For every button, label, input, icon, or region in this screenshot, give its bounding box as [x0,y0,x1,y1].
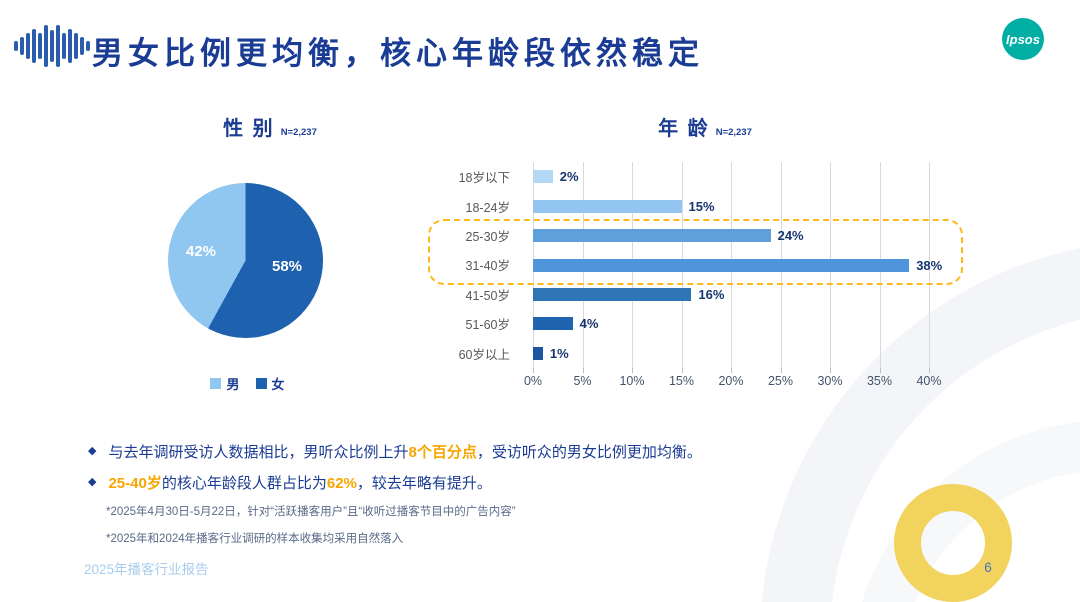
bar [533,317,573,331]
bar [533,258,910,272]
slide-title: 男女比例更均衡，核心年龄段依然稳定 [92,36,704,71]
legend-item-male: 男 [210,374,240,393]
legend-swatch-male [210,378,222,389]
report-name: 2025年播客行业报告 [84,562,209,577]
legend-label-male: 男 [226,377,240,392]
axis-tick-label: 35% [866,374,893,388]
core-age-highlight-box [428,219,963,285]
diamond-bullet-icon: ◆ [88,445,97,457]
bullet-2-post: ，较去年略有提升。 [356,475,492,492]
bar-row: 38% [533,258,942,273]
bar-value-label: 16% [698,286,725,302]
gender-section-header: 性 别 N=2,237 [150,112,390,141]
age-bar-plot: 0% 5% 10% 15% 20% 25% 30% 35% 40% 2% 15% 24% 38% 16% 4… [524,162,942,388]
audio-waveform-icon [14,24,90,68]
bullet-2-mid: 的核心年龄段人群占比为 [161,475,327,492]
bar-value-label: 2% [559,169,579,185]
bar-value-label: 24% [777,228,804,244]
category-label: 51-60岁 [465,318,510,333]
bullet-1-post: ，受访听众的男女比例更加均衡。 [476,444,702,461]
age-category-labels: 18岁以下 18-24岁 25-30岁 31-40岁 41-50岁 51-60岁 60岁以上 [368,162,510,368]
bar-row: 15% [533,198,929,214]
bullet-2-highlight-2: 62% [326,475,357,492]
bullet-2-text: 25-40岁的核心年龄段人群占比为62%，较去年略有提升。 [108,472,491,493]
bullet-1: ◆ 与去年调研受访人数据相比，男听众比例上升8个百分点，受访听众的男女比例更加均… [88,441,702,462]
axis-tick [830,368,831,373]
bar-row: 16% [533,286,929,302]
axis-tick-label: 30% [817,374,843,388]
diamond-bullet-icon: ◆ [88,476,97,488]
ipsos-logo: Ipsos [1002,18,1044,60]
page-number: 6 [984,560,992,575]
category-label: 31-40岁 [465,259,510,274]
footnote-1: *2025年4月30日-5月22日，针对“活跃播客用户”且“收听过播客节目中的广… [106,506,516,518]
bar-value-label: 38% [916,257,943,273]
gender-sample-size: N=2,237 [280,127,317,138]
axis-tick [632,368,633,373]
axis-tick-label: 10% [619,374,645,388]
legend-label-female: 女 [271,377,285,392]
bar-value-label: 1% [549,345,569,361]
bar [533,170,553,184]
age-sample-size: N=2,237 [715,127,752,138]
axis-tick [731,368,732,373]
legend-swatch-female [255,378,267,389]
axis-tick [533,368,534,373]
gender-pie [168,183,323,338]
bar [533,287,692,301]
gender-legend: 男 女 [160,374,335,393]
axis-tick-label: 0% [523,374,543,388]
axis-tick-label: 5% [573,374,592,388]
ipsos-logo-text: Ipsos [1006,31,1040,47]
decorative-yellow-ring [894,484,1012,602]
axis-tick [681,368,683,373]
category-label: 25-30岁 [465,230,510,245]
pie-label-female: 58% [272,258,303,275]
axis-tick-label: 40% [916,374,942,388]
bar [533,229,771,243]
age-section-header: 年 龄 N=2,237 [585,112,825,141]
bar-value-label: 4% [579,316,599,332]
bullet-1-highlight: 8个百分点 [408,444,477,461]
bullet-2-highlight-1: 25-40岁 [108,475,162,492]
axis-tick [582,368,584,373]
bullet-1-text: 与去年调研受访人数据相比，男听众比例上升8个百分点，受访听众的男女比例更加均衡。 [108,441,701,462]
axis-tick [780,368,782,373]
axis-tick [879,368,881,373]
bar-row: 1% [533,345,929,361]
bullet-2: ◆ 25-40岁的核心年龄段人群占比为62%，较去年略有提升。 [88,472,492,493]
category-label: 41-50岁 [465,288,510,303]
age-title: 年 龄 [658,118,710,140]
axis-tick-label: 20% [718,374,744,388]
bar-row: 24% [533,228,929,244]
bar-value-label: 15% [688,198,715,214]
bar [533,199,682,213]
category-label: 60岁以上 [458,347,510,362]
pie-label-male: 42% [186,243,217,260]
gridline [929,162,930,368]
bar-row: 4% [533,316,929,332]
axis-tick-label: 15% [668,374,695,388]
footnote-2: *2025年和2024年播客行业调研的样本收集均采用自然落入 [106,533,404,545]
bar-row: 2% [533,169,929,185]
category-label: 18岁以下 [458,171,510,186]
legend-item-female: 女 [255,374,285,393]
bullet-1-pre: 与去年调研受访人数据相比，男听众比例上升 [108,444,409,461]
axis-tick-label: 25% [767,374,794,388]
bar [533,346,543,360]
gender-title: 性 别 [223,118,275,140]
category-label: 18-24岁 [465,200,510,215]
axis-tick [929,368,930,373]
